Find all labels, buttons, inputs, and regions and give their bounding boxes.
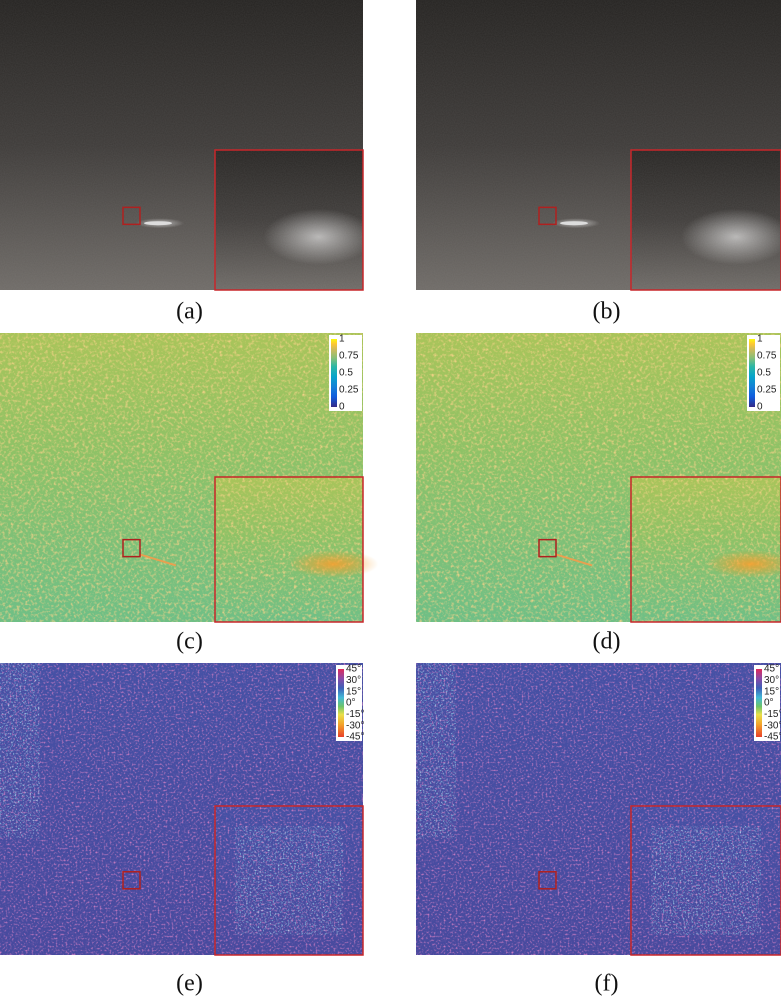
target — [560, 221, 588, 226]
target — [139, 553, 177, 567]
colorbar — [749, 339, 755, 407]
panel-label: (e) — [176, 971, 203, 997]
colorbar-tick-label: 0.5 — [339, 368, 353, 379]
colorbar-tick-label: -45° — [346, 732, 364, 743]
colorbar — [338, 669, 344, 737]
region-box — [538, 538, 557, 558]
zoom-border — [630, 149, 781, 291]
zoom-target — [263, 208, 374, 265]
target — [555, 553, 593, 567]
colorbar — [331, 339, 337, 407]
colorbar-tick-label: 0 — [339, 402, 345, 413]
colorbar-tick-label: 0.75 — [757, 351, 777, 362]
colorbar — [756, 669, 762, 737]
region-box — [538, 206, 557, 226]
colorbar-tick-label: 0.75 — [339, 351, 359, 362]
zoom-border — [214, 149, 364, 291]
region-box — [122, 206, 141, 226]
colorbar-tick-label: 1 — [339, 334, 345, 345]
panel-label: (b) — [593, 299, 621, 325]
zoom-target — [681, 208, 781, 265]
panel-label: (c) — [176, 629, 203, 655]
image-panel: 1 0.75 0.5 0.25 0 (d) — [416, 333, 781, 655]
image-panel: 45°30°15°0°-15°-30°-45° (e) — [0, 663, 364, 997]
colorbar-tick-label: 0° — [764, 698, 774, 709]
zoom-texture — [215, 477, 363, 622]
panel-label: (a) — [176, 299, 203, 325]
image-panel: (b) — [416, 0, 781, 325]
colorbar-tick-label: 0.25 — [339, 385, 359, 396]
region-box — [122, 871, 141, 890]
colorbar-tick-label: -15° — [346, 709, 364, 720]
colorbar-tick-label: -15° — [764, 709, 781, 720]
panel-label: (d) — [593, 629, 621, 655]
colorbar-tick-label: 0 — [757, 402, 763, 413]
zoom-target — [706, 550, 781, 578]
image-texture — [416, 663, 456, 839]
region-box — [538, 871, 557, 890]
colorbar-tick-label: 0.25 — [757, 385, 777, 396]
zoom-target — [235, 826, 343, 935]
target — [144, 221, 172, 226]
zoom-border — [214, 805, 364, 956]
image-panel: 45°30°15°0°-15°-30°-45° (f) — [416, 663, 781, 997]
colorbar-tick-label: -30° — [764, 720, 781, 731]
zoom-target — [651, 826, 761, 935]
colorbar-tick-label: 30° — [346, 675, 361, 686]
image-texture — [0, 663, 40, 839]
zoom-texture — [631, 477, 781, 622]
colorbar-tick-label: 30° — [764, 675, 779, 686]
zoom-border — [214, 476, 364, 623]
zoom-target — [288, 550, 379, 578]
zoom-border — [630, 476, 781, 623]
colorbar-tick-label: 15° — [346, 686, 361, 697]
colorbar-tick-label: 45° — [764, 664, 779, 675]
colorbar-tick-label: 45° — [346, 664, 361, 675]
colorbar-tick-label: 0.5 — [757, 368, 771, 379]
zoom-border — [630, 805, 781, 956]
colorbar-tick-label: -45° — [764, 732, 781, 743]
colorbar-tick-label: 1 — [757, 334, 763, 345]
image-panel: (a) — [0, 0, 374, 325]
colorbar-tick-label: 15° — [764, 686, 779, 697]
colorbar-tick-label: 0° — [346, 698, 356, 709]
region-box — [122, 538, 141, 558]
image-panel: 1 0.75 0.5 0.25 0 (c) — [0, 333, 379, 655]
colorbar-tick-label: -30° — [346, 720, 364, 731]
panel-label: (f) — [595, 971, 619, 997]
